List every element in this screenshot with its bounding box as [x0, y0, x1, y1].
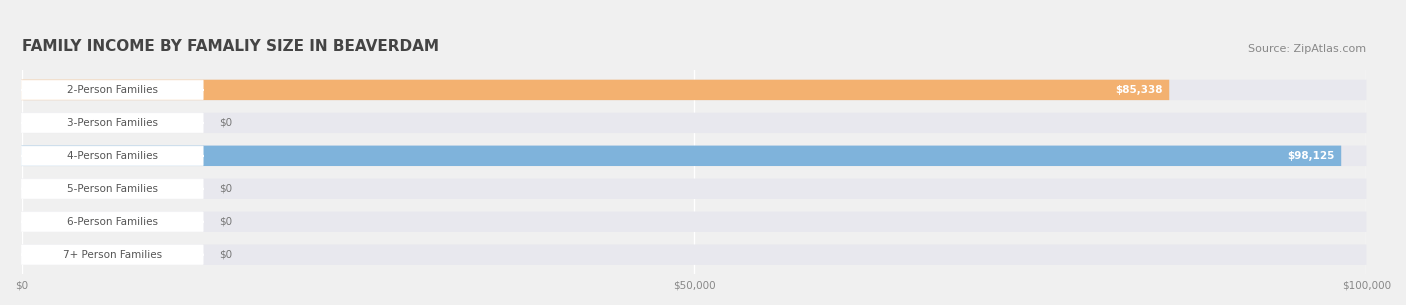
- Text: 5-Person Families: 5-Person Families: [67, 184, 157, 194]
- Text: FAMILY INCOME BY FAMALIY SIZE IN BEAVERDAM: FAMILY INCOME BY FAMALIY SIZE IN BEAVERD…: [21, 39, 439, 54]
- Text: 7+ Person Families: 7+ Person Families: [63, 250, 162, 260]
- Text: 4-Person Families: 4-Person Families: [67, 151, 157, 161]
- FancyBboxPatch shape: [21, 245, 1367, 265]
- FancyBboxPatch shape: [21, 80, 1170, 100]
- FancyBboxPatch shape: [21, 245, 202, 264]
- Text: $0: $0: [219, 184, 232, 194]
- FancyBboxPatch shape: [21, 113, 1367, 133]
- FancyBboxPatch shape: [21, 80, 1367, 100]
- FancyBboxPatch shape: [21, 80, 202, 100]
- FancyBboxPatch shape: [21, 211, 1367, 232]
- FancyBboxPatch shape: [21, 179, 202, 199]
- Text: Source: ZipAtlas.com: Source: ZipAtlas.com: [1249, 44, 1367, 54]
- FancyBboxPatch shape: [21, 145, 1341, 166]
- Text: 6-Person Families: 6-Person Families: [67, 217, 157, 227]
- Text: $0: $0: [219, 217, 232, 227]
- FancyBboxPatch shape: [21, 113, 202, 133]
- Text: $0: $0: [219, 250, 232, 260]
- Text: 3-Person Families: 3-Person Families: [67, 118, 157, 128]
- FancyBboxPatch shape: [21, 178, 1367, 199]
- FancyBboxPatch shape: [21, 145, 1367, 166]
- Text: $85,338: $85,338: [1115, 85, 1163, 95]
- Text: $98,125: $98,125: [1286, 151, 1334, 161]
- FancyBboxPatch shape: [21, 212, 202, 231]
- Text: 2-Person Families: 2-Person Families: [67, 85, 157, 95]
- Text: $0: $0: [219, 118, 232, 128]
- FancyBboxPatch shape: [21, 146, 202, 166]
